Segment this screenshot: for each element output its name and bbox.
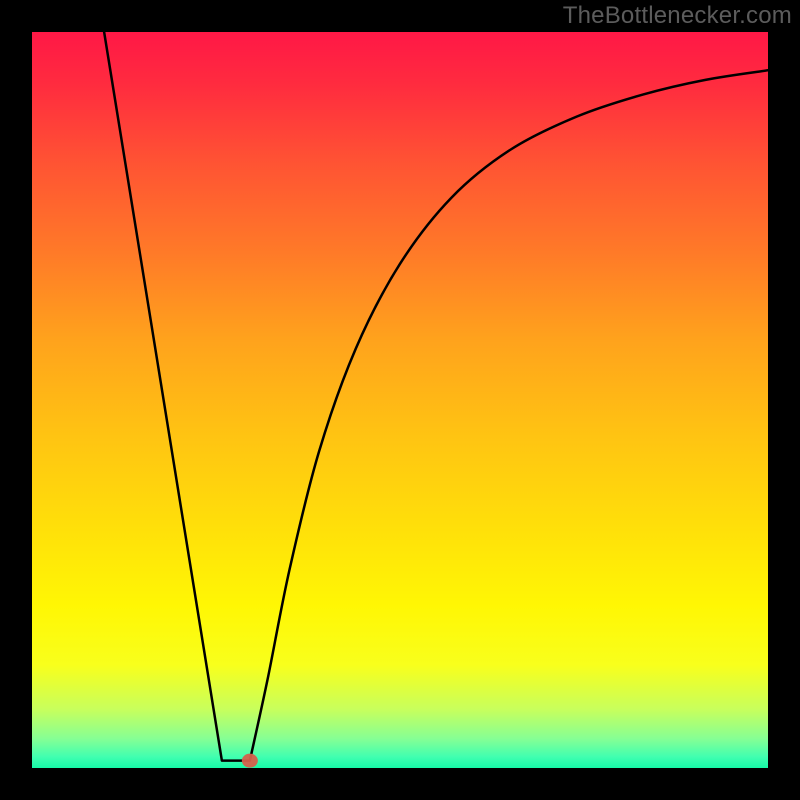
chart-container: TheBottlenecker.com xyxy=(0,0,800,800)
plot-area xyxy=(32,32,768,768)
gradient-background xyxy=(32,32,768,768)
plot-svg xyxy=(32,32,768,768)
watermark-text: TheBottlenecker.com xyxy=(563,2,792,30)
minimum-marker xyxy=(242,754,258,768)
